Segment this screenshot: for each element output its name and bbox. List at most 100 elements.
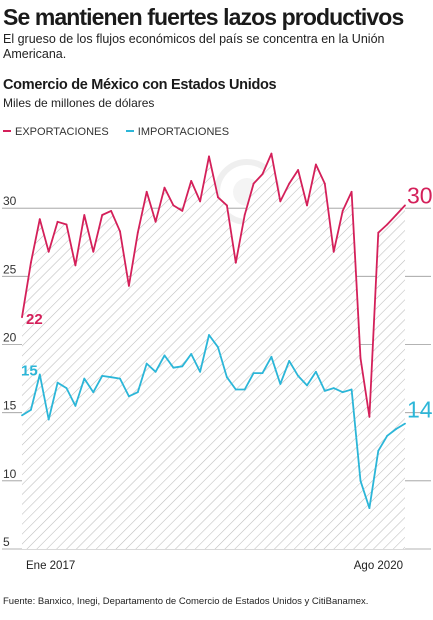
data-point-importaciones-13 — [136, 391, 139, 394]
data-point-importaciones-21 — [208, 334, 210, 336]
x-tick-label-0: Ene 2017 — [26, 560, 75, 572]
data-point-importaciones-41 — [386, 434, 389, 437]
data-point-importaciones-4 — [56, 381, 59, 384]
data-point-importaciones-3 — [47, 418, 50, 421]
x-tick-label-43: Ago 2020 — [354, 560, 403, 572]
data-point-exportaciones-17 — [172, 204, 175, 207]
legend-item-importaciones: IMPORTACIONES — [125, 126, 229, 138]
data-point-importaciones-25 — [243, 388, 246, 391]
data-point-importaciones-22 — [217, 346, 219, 349]
data-point-exportaciones-29 — [279, 200, 282, 203]
source-note: Fuente: Banxico, Inegi, Departamento de … — [3, 596, 369, 607]
data-point-exportaciones-32 — [306, 204, 308, 207]
data-point-exportaciones-0 — [21, 316, 23, 319]
legend-label-exportaciones: EXPORTACIONES — [15, 126, 109, 138]
chart-axes: 5 10 15 20 25 30 Ene 2017 Ago 2020 — [3, 194, 403, 572]
data-point-importaciones-40 — [377, 449, 380, 452]
series-line-importaciones — [21, 334, 406, 510]
hatched-area-fill — [22, 153, 405, 549]
data-point-importaciones-42 — [395, 428, 397, 430]
data-point-exportaciones-12 — [127, 285, 130, 287]
data-point-exportaciones-4 — [56, 220, 59, 223]
data-point-exportaciones-41 — [386, 223, 389, 226]
data-point-importaciones-9 — [101, 375, 104, 377]
y-tick-label-15: 15 — [3, 399, 17, 413]
data-point-importaciones-28 — [270, 355, 273, 358]
data-point-exportaciones-20 — [199, 200, 202, 203]
data-point-exportaciones-28 — [270, 152, 273, 155]
data-point-importaciones-18 — [181, 365, 184, 368]
data-point-importaciones-30 — [288, 360, 291, 362]
data-point-exportaciones-27 — [261, 173, 264, 175]
data-point-exportaciones-6 — [74, 264, 77, 267]
legend-swatch-importaciones — [125, 130, 134, 133]
data-point-exportaciones-31 — [297, 169, 299, 171]
y-tick-label-30: 30 — [3, 194, 17, 208]
y-tick-label-10: 10 — [3, 467, 17, 481]
end-label-exportaciones: 30 — [407, 182, 433, 208]
legend-item-exportaciones: EXPORTACIONES — [3, 126, 109, 138]
y-tick-label-25: 25 — [3, 262, 17, 276]
data-point-exportaciones-7 — [83, 214, 86, 216]
data-point-exportaciones-18 — [181, 210, 184, 212]
data-point-importaciones-16 — [163, 354, 166, 357]
page-title: Se mantienen fuertes lazos productivos — [3, 4, 404, 30]
trade-line-chart: 5 10 15 20 25 30 Ene 2017 Ago 2020 22 30 15 14 — [2, 152, 433, 572]
data-point-importaciones-10 — [110, 376, 112, 379]
chart-unit-label: Miles de millones de dólares — [3, 96, 155, 110]
hatched-area — [22, 153, 405, 549]
data-point-importaciones-23 — [226, 376, 228, 379]
data-point-exportaciones-22 — [217, 196, 219, 199]
data-point-importaciones-36 — [341, 391, 344, 394]
data-point-exportaciones-34 — [323, 182, 326, 185]
data-point-importaciones-11 — [119, 377, 121, 380]
data-point-exportaciones-33 — [315, 163, 317, 166]
data-point-exportaciones-25 — [243, 214, 246, 216]
data-point-exportaciones-35 — [332, 250, 335, 253]
data-point-exportaciones-42 — [395, 214, 397, 216]
data-point-exportaciones-19 — [190, 180, 193, 182]
data-point-importaciones-34 — [323, 390, 326, 392]
data-point-exportaciones-1 — [30, 261, 32, 264]
data-point-importaciones-14 — [145, 362, 148, 365]
data-point-exportaciones-40 — [377, 231, 380, 234]
chart-title: Comercio de México con Estados Unidos — [3, 77, 277, 93]
data-point-exportaciones-14 — [145, 190, 148, 193]
data-point-exportaciones-36 — [341, 210, 344, 212]
chart-labels: 22 30 15 14 — [21, 182, 433, 422]
data-point-exportaciones-24 — [234, 261, 237, 264]
data-point-importaciones-38 — [359, 479, 362, 482]
data-point-importaciones-39 — [368, 507, 371, 509]
data-point-exportaciones-3 — [47, 250, 50, 253]
data-point-exportaciones-43 — [404, 204, 406, 207]
data-point-importaciones-29 — [279, 383, 282, 385]
series-line-exportaciones — [21, 152, 406, 418]
data-point-exportaciones-37 — [350, 190, 353, 193]
data-point-exportaciones-2 — [38, 218, 41, 220]
data-point-importaciones-20 — [199, 370, 202, 373]
end-label-importaciones: 14 — [407, 397, 433, 423]
data-point-exportaciones-15 — [154, 220, 157, 223]
data-point-importaciones-6 — [74, 405, 77, 407]
data-point-importaciones-17 — [172, 366, 175, 369]
y-tick-label-5: 5 — [3, 535, 10, 549]
data-point-exportaciones-5 — [65, 223, 68, 226]
data-point-exportaciones-23 — [226, 204, 228, 207]
data-point-exportaciones-16 — [163, 186, 166, 189]
data-point-importaciones-33 — [315, 370, 317, 373]
data-point-exportaciones-30 — [288, 182, 291, 185]
legend-swatch-exportaciones — [3, 130, 11, 133]
data-point-exportaciones-26 — [252, 182, 255, 185]
data-point-importaciones-2 — [38, 373, 41, 376]
data-point-importaciones-12 — [127, 395, 130, 398]
data-point-importaciones-0 — [21, 414, 23, 417]
start-label-exportaciones: 22 — [26, 311, 43, 328]
data-point-exportaciones-21 — [208, 155, 210, 158]
chart-series — [21, 152, 406, 510]
data-point-exportaciones-39 — [368, 415, 371, 418]
data-point-exportaciones-10 — [110, 210, 112, 212]
data-point-importaciones-31 — [297, 375, 299, 377]
data-point-importaciones-43 — [404, 422, 406, 425]
y-tick-label-20: 20 — [3, 331, 17, 345]
data-point-importaciones-35 — [332, 387, 335, 389]
